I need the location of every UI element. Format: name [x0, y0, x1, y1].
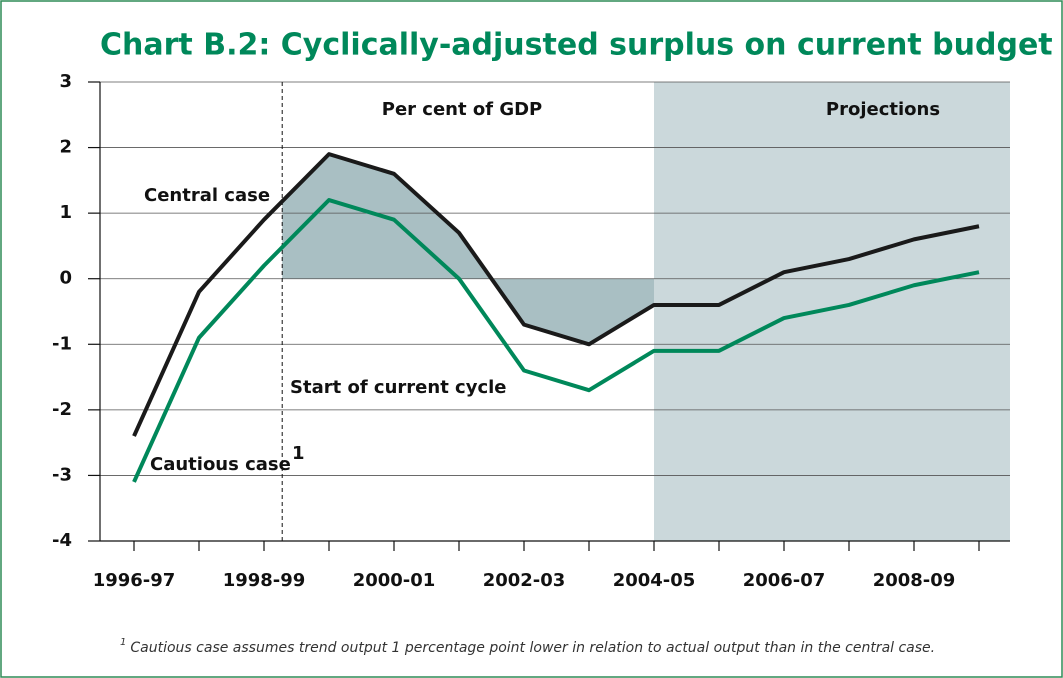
- x-tick-label: 2008-09: [873, 570, 956, 591]
- cautious-label: Cautious case: [150, 454, 291, 475]
- cautious-marker: 1: [292, 443, 305, 464]
- central-label: Central case: [144, 185, 270, 206]
- y-tick-label: 2: [59, 137, 72, 158]
- y-tick-label: 0: [59, 268, 72, 289]
- y-tick-label: -3: [52, 464, 72, 485]
- y-tick-label: -4: [52, 530, 72, 551]
- footnote-text: Cautious case assumes trend output 1 per…: [130, 640, 935, 656]
- y-tick-label: 3: [59, 71, 72, 92]
- x-tick-label: 2006-07: [743, 570, 826, 591]
- projection-region: [654, 82, 1010, 541]
- cycle-area: [282, 154, 654, 345]
- footnote-marker: 1: [120, 637, 126, 648]
- series-line: [132, 198, 980, 483]
- cycle-label: Start of current cycle: [290, 377, 507, 398]
- x-tick-label: 2002-03: [483, 570, 566, 591]
- footnote: 1 Cautious case assumes trend output 1 pe…: [120, 637, 935, 656]
- x-tick-label: 2000-01: [353, 570, 436, 591]
- x-tick-label: 1996-97: [93, 570, 176, 591]
- projections-label: Projections: [826, 99, 940, 120]
- x-tick-label: 2004-05: [613, 570, 696, 591]
- y-tick-label: -1: [52, 333, 72, 354]
- x-tick-label: 1998-99: [223, 570, 306, 591]
- y-tick-label: 1: [59, 202, 72, 223]
- chart-title: Chart B.2: Cyclically-adjusted surplus o…: [100, 28, 1053, 63]
- y-tick-label: -2: [52, 399, 72, 420]
- series-line: [132, 152, 980, 437]
- subtitle: Per cent of GDP: [382, 99, 542, 120]
